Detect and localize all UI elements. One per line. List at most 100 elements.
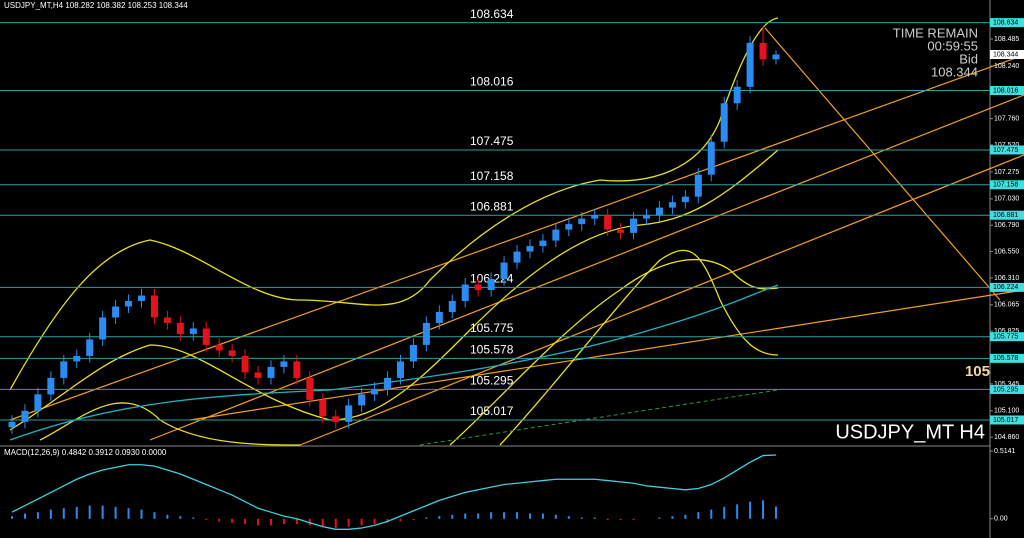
candle-body <box>34 394 42 411</box>
level-tag-label: 105.775 <box>993 334 1018 341</box>
y-tick-label: 106.065 <box>994 302 1019 309</box>
y-tick-label: 106.550 <box>994 248 1019 255</box>
candle-body <box>86 339 94 356</box>
y-tick-label: 108.240 <box>994 63 1019 70</box>
chart-header: USDJPY_MT,H4 108.282 108.382 108.253 108… <box>4 1 188 10</box>
level-label: 107.475 <box>470 134 514 148</box>
level-tag <box>990 18 1024 28</box>
trend-line <box>9 54 1024 421</box>
y-tick-label: 105.825 <box>994 328 1019 335</box>
candle-body <box>396 361 404 378</box>
candle-body <box>293 361 301 378</box>
candle-body <box>73 355 81 362</box>
candle-body <box>772 54 780 60</box>
candle-body <box>681 196 689 203</box>
y-tick-label: 107.275 <box>994 169 1019 176</box>
candle-body <box>99 317 107 340</box>
macd-label: MACD(12,26,9) 0.4842 0.3912 0.0930 0.000… <box>4 448 167 457</box>
candle-body <box>47 377 55 395</box>
band-mid <box>9 149 779 431</box>
candle-body <box>228 350 236 356</box>
trend-line <box>189 289 1024 421</box>
y-tick-label: 108.485 <box>994 36 1019 43</box>
trend-line <box>149 94 1024 441</box>
candle-body <box>176 322 184 334</box>
candle-body <box>617 229 625 233</box>
band-upper <box>9 17 779 391</box>
level-tag-label: 108.016 <box>993 87 1018 94</box>
candle-body <box>733 86 741 104</box>
candle-body <box>526 246 534 252</box>
macd-line <box>11 454 777 530</box>
level-tag <box>990 415 1024 425</box>
level-label: 105.017 <box>470 404 514 418</box>
candle-body <box>487 279 495 291</box>
candle-body <box>319 399 327 417</box>
symbol-label: USDJPY_MT H4 <box>835 421 985 443</box>
level-tag-label: 107.158 <box>993 182 1018 189</box>
level-tag <box>990 210 1024 220</box>
moving-average <box>9 284 779 441</box>
candle-body <box>746 42 754 87</box>
bid-value: 108.344 <box>931 64 978 79</box>
candle-body <box>358 394 366 406</box>
candle-body <box>267 366 275 378</box>
trend-line <box>299 154 1024 446</box>
level-label: 106.881 <box>470 199 514 213</box>
y-tick-label: 106.790 <box>994 222 1019 229</box>
level-tag-label: 106.881 <box>993 212 1018 219</box>
level-tag <box>990 145 1024 155</box>
level-label: 105.775 <box>470 321 514 335</box>
y-tick-label: 105.345 <box>994 381 1019 388</box>
candle-body <box>500 262 508 280</box>
candle-body <box>280 361 288 367</box>
timer-time: 00:59:55 <box>927 38 978 53</box>
candle-body <box>254 372 262 378</box>
candle-body <box>422 322 430 345</box>
level-tag <box>990 282 1024 292</box>
y-tick-label: 106.310 <box>994 275 1019 282</box>
candle-body <box>306 377 314 400</box>
candle-body <box>643 215 651 219</box>
candle-body <box>539 240 547 247</box>
level-tag <box>990 332 1024 342</box>
moving-average-long <box>419 389 779 446</box>
y-tick-label: 107.520 <box>994 142 1019 149</box>
bid-tag-label: 108.344 <box>993 51 1018 58</box>
candle-body <box>655 207 663 216</box>
y-tick-label: 105.100 <box>994 408 1019 415</box>
trend-lines <box>9 27 1024 446</box>
candle-body <box>474 284 482 291</box>
candle-body <box>409 344 417 362</box>
candle-body <box>241 355 249 373</box>
macd-y-tick-label: 0.5141 <box>994 448 1016 455</box>
candle-body <box>435 311 443 323</box>
level-label: 105.295 <box>470 374 514 388</box>
bid-label: Bid <box>959 51 978 66</box>
y-tick-label: 104.860 <box>994 434 1019 441</box>
level-tag-label: 108.634 <box>993 19 1018 26</box>
level-tag <box>990 180 1024 190</box>
candle-body <box>8 421 16 428</box>
candle-body <box>202 328 210 345</box>
level-tag <box>990 353 1024 363</box>
candle-body <box>591 215 599 219</box>
level-tag-label: 106.224 <box>993 284 1018 291</box>
level-tag-label: 105.578 <box>993 355 1018 362</box>
candle-body <box>125 300 133 307</box>
level-label: 108.634 <box>470 7 514 21</box>
macd-y-tick-label: 0.00 <box>994 516 1008 523</box>
bid-tag <box>990 49 1024 59</box>
candle-body <box>759 42 767 60</box>
level-tag-label: 105.295 <box>993 386 1018 393</box>
candle-body <box>448 300 456 312</box>
candle-body <box>578 218 586 225</box>
y-tick-label: 107.760 <box>994 115 1019 122</box>
candle-body <box>332 416 340 422</box>
y-tick-label: 107.030 <box>994 196 1019 203</box>
timer-title: TIME REMAIN <box>893 25 978 40</box>
band-outer <box>499 249 779 446</box>
candle-body <box>720 103 728 142</box>
candle-body <box>163 317 171 323</box>
